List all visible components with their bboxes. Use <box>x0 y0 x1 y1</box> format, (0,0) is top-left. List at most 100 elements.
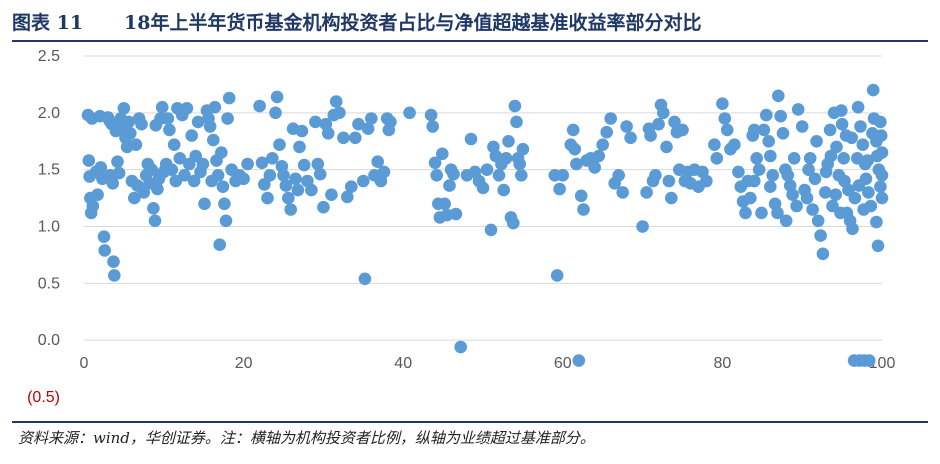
scatter-point <box>98 244 111 257</box>
scatter-point <box>311 157 325 171</box>
scatter-point <box>596 138 609 151</box>
scatter-point <box>811 214 825 228</box>
scatter-point <box>91 188 104 201</box>
scatter-point <box>273 138 286 151</box>
scatter-point <box>219 214 233 228</box>
scatter-point <box>566 123 580 137</box>
scatter-point <box>845 131 858 145</box>
scatter-point <box>352 117 365 131</box>
scatter-point <box>515 169 528 182</box>
scatter-point <box>866 83 880 97</box>
scatter-point <box>148 214 162 228</box>
footer-rule <box>12 421 928 423</box>
scatter-point <box>550 269 564 282</box>
scatter-point <box>823 123 837 137</box>
scatter-point <box>165 163 179 176</box>
scatter-point <box>848 191 862 205</box>
scatter-point <box>266 152 279 165</box>
y-tick-label: 1.5 <box>38 162 60 179</box>
scatter-point <box>218 197 231 211</box>
scatter-point <box>857 203 870 216</box>
scatter-point <box>640 186 653 199</box>
scatter-point <box>870 215 883 229</box>
scatter-point <box>129 138 143 151</box>
scatter-point <box>216 180 230 193</box>
figure-label: 图表 11 <box>12 12 84 34</box>
scatter-point <box>744 191 757 205</box>
scatter-point <box>297 158 311 172</box>
scatter-point <box>241 157 254 171</box>
scatter-point <box>577 203 590 216</box>
scatter-point <box>263 169 277 182</box>
x-tick-label: 40 <box>394 355 412 372</box>
scatter-point <box>309 115 322 129</box>
scatter-point <box>732 165 745 179</box>
scatter-point <box>258 178 271 191</box>
scatter-point <box>358 272 372 286</box>
y-tick-label: 2.5 <box>38 48 60 65</box>
scatter-point <box>279 179 293 192</box>
scatter-point <box>856 138 870 151</box>
scatter-point <box>649 169 662 182</box>
scatter-point <box>208 100 222 114</box>
scatter-point <box>449 207 463 221</box>
scatter-point <box>117 102 131 115</box>
scatter-point <box>163 123 176 137</box>
scatter-point <box>221 112 234 125</box>
scatter-point <box>128 191 141 205</box>
scatter-point <box>112 166 126 180</box>
scatter-point <box>447 167 460 181</box>
scatter-point <box>426 120 440 133</box>
scatter-point <box>624 131 637 145</box>
scatter-point <box>497 183 511 197</box>
y-tick-label: 2.0 <box>38 105 60 122</box>
scatter-point <box>317 200 330 214</box>
scatter-point <box>665 191 678 205</box>
scatter-point <box>787 152 801 165</box>
y-tick-label: 1.0 <box>38 219 60 236</box>
scatter-point <box>349 131 362 145</box>
x-tick-label: 80 <box>714 355 732 372</box>
scatter-point <box>107 255 120 268</box>
scatter-point <box>835 117 849 131</box>
scatter-point <box>173 152 187 165</box>
x-tick-label: 20 <box>235 355 253 372</box>
scatter-point <box>838 174 851 188</box>
scatter-point <box>568 142 582 156</box>
scatter-point <box>808 172 822 186</box>
scatter-point <box>810 135 823 148</box>
scatter-point <box>499 152 513 165</box>
scatter-point <box>728 138 741 151</box>
scatter-point <box>189 149 202 163</box>
scatter-point <box>570 157 583 171</box>
scatter-point <box>147 202 160 215</box>
scatter-point <box>145 163 159 176</box>
header-rule <box>12 40 928 42</box>
scatter-point <box>668 115 681 129</box>
scatter-point <box>574 189 588 203</box>
scatter-point <box>875 191 889 205</box>
x-axis-tick-labels: 0 20 40 60 80 100 <box>80 355 896 372</box>
scatter-point <box>196 157 210 171</box>
scatter-point <box>636 220 649 233</box>
scatter-point <box>484 223 498 237</box>
scatter-point <box>662 174 676 188</box>
scatter-point <box>700 174 713 188</box>
scatter-point <box>253 99 266 113</box>
scatter-point <box>135 117 148 131</box>
scatter-point <box>345 180 358 193</box>
scatter-point <box>94 161 108 174</box>
scatter-points <box>81 83 889 367</box>
scatter-point <box>333 106 346 120</box>
scatter-point <box>829 188 842 201</box>
scatter-point <box>772 89 785 103</box>
scatter-point <box>430 169 444 182</box>
scatter-point <box>237 172 250 186</box>
scatter-point <box>295 124 309 138</box>
scatter-point <box>508 99 522 113</box>
scatter-point <box>716 97 729 110</box>
scatter-point <box>861 154 874 167</box>
scatter-point <box>764 149 777 163</box>
scatter-point <box>255 156 269 170</box>
scatter-point <box>222 91 236 105</box>
